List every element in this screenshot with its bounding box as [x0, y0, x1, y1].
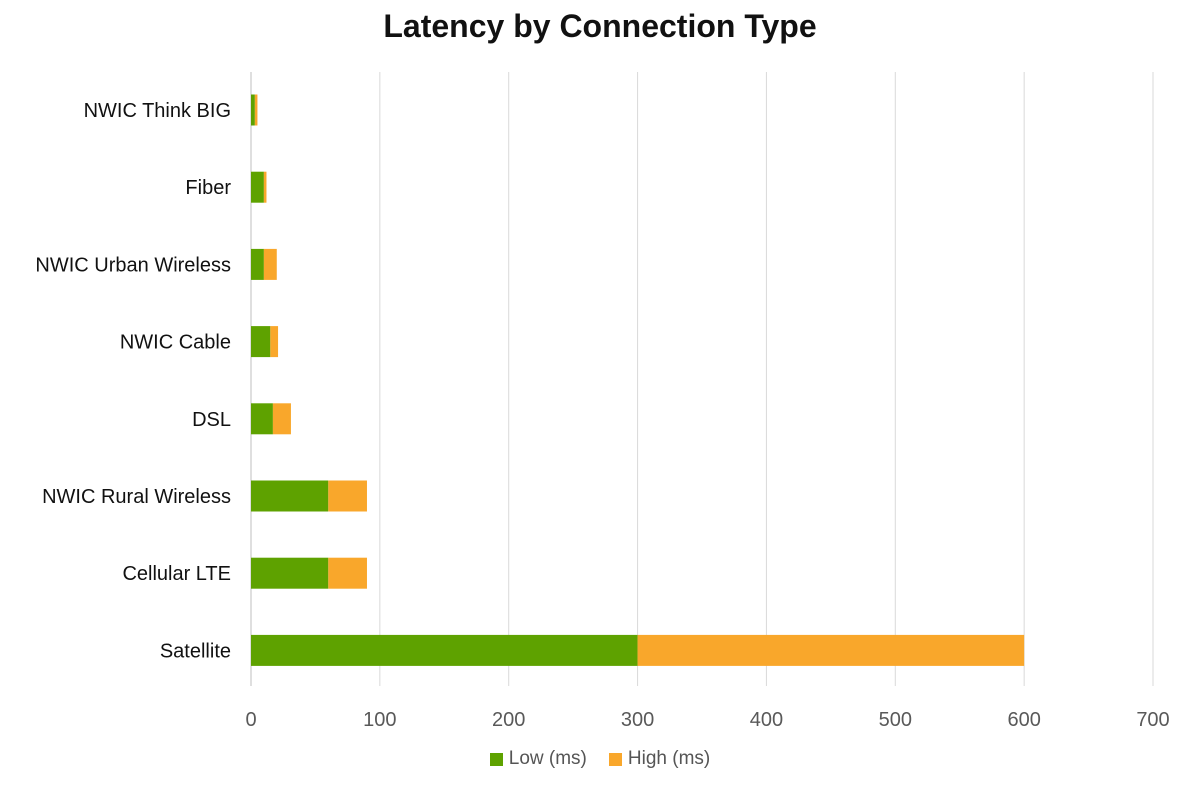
x-tick-label: 200: [492, 709, 525, 731]
bar-high: [328, 557, 367, 589]
bar-high: [272, 403, 291, 435]
legend-label-high: High (ms): [627, 748, 711, 769]
y-category-label: NWIC Urban Wireless: [35, 254, 231, 276]
y-category-label: Cellular LTE: [122, 563, 231, 585]
bar-low: [251, 326, 271, 358]
y-category-label: DSL: [192, 409, 231, 431]
bar-low: [251, 403, 273, 435]
legend-item-low: Low (ms): [489, 748, 587, 770]
legend-swatch-high: [608, 752, 622, 766]
y-category-label: NWIC Rural Wireless: [42, 486, 231, 508]
y-category-label: Fiber: [185, 177, 231, 199]
bar-low: [251, 171, 264, 203]
y-category-label: NWIC Cable: [120, 332, 231, 354]
x-tick-label: 600: [1007, 709, 1040, 731]
chart-legend: Low (ms) High (ms): [0, 748, 1200, 770]
legend-label-low: Low (ms): [508, 748, 587, 769]
y-category-label: Satellite: [160, 640, 231, 662]
bar-high: [637, 634, 1025, 666]
bar-high: [263, 171, 267, 203]
bar-high: [263, 248, 277, 280]
x-tick-label: 100: [363, 709, 396, 731]
bar-low: [251, 94, 255, 126]
bar-low: [251, 634, 638, 666]
x-tick-label: 300: [621, 709, 654, 731]
bar-high: [270, 326, 279, 358]
legend-item-high: High (ms): [608, 748, 711, 770]
bar-high: [254, 94, 258, 126]
bar-low: [251, 557, 329, 589]
x-tick-label: 400: [750, 709, 783, 731]
y-category-label: NWIC Think BIG: [84, 100, 231, 122]
x-tick-label: 500: [879, 709, 912, 731]
bar-low: [251, 248, 264, 280]
bar-high: [328, 480, 367, 512]
chart-title: Latency by Connection Type: [383, 8, 817, 44]
x-tick-label: 0: [245, 709, 256, 731]
bar-low: [251, 480, 329, 512]
x-tick-label: 700: [1136, 709, 1169, 731]
legend-swatch-low: [489, 752, 503, 766]
